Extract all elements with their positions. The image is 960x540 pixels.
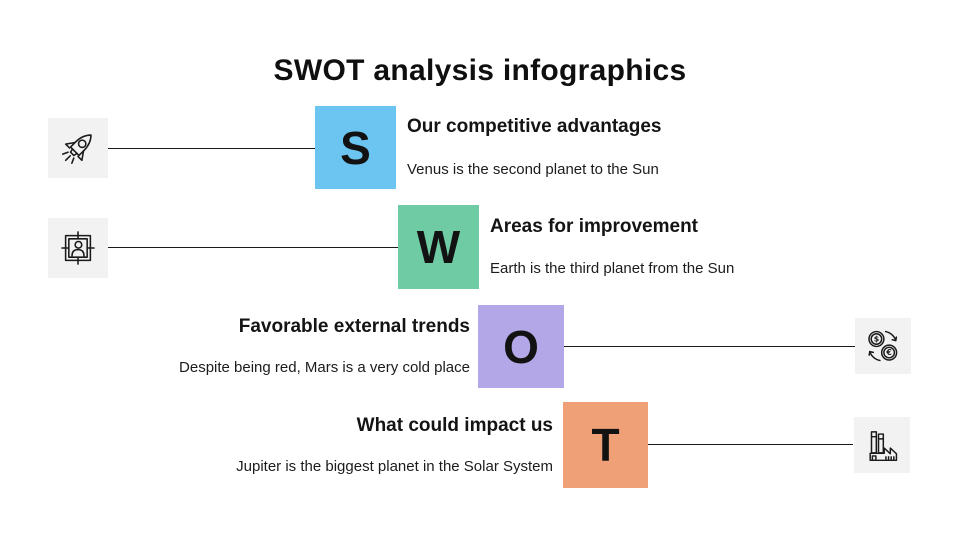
letter-w: W — [416, 221, 461, 273]
letter-box-o: O — [478, 305, 564, 388]
factory-icon — [861, 424, 903, 466]
page-title: SWOT analysis infographics — [273, 54, 687, 87]
connector-line — [108, 148, 315, 149]
strengths-heading: Our competitive advantages — [407, 116, 662, 137]
icon-tile-opportunities: $ € — [855, 318, 911, 374]
icon-tile-weaknesses — [48, 218, 108, 278]
icon-tile-threats — [854, 417, 910, 473]
letter-box-s: S — [315, 106, 396, 189]
letter-t: T — [591, 419, 620, 471]
currency-exchange-icon: $ € — [862, 325, 904, 367]
letter-o: O — [503, 320, 539, 373]
opportunities-description: Despite being red, Mars is a very cold p… — [179, 359, 470, 376]
threats-description: Jupiter is the biggest planet in the Sol… — [236, 458, 553, 475]
strengths-description: Venus is the second planet to the Sun — [407, 161, 659, 178]
threats-heading: What could impact us — [356, 415, 553, 436]
person-target-icon — [56, 226, 100, 270]
svg-text:$: $ — [874, 335, 879, 344]
connector-line — [648, 444, 853, 445]
connector-line — [108, 247, 398, 248]
letter-s: S — [340, 121, 371, 174]
weaknesses-heading: Areas for improvement — [490, 216, 699, 237]
rocket-icon — [56, 126, 100, 170]
letter-box-w: W — [398, 205, 479, 289]
opportunities-heading: Favorable external trends — [238, 316, 470, 337]
letter-box-t: T — [563, 402, 648, 488]
weaknesses-description: Earth is the third planet from the Sun — [490, 260, 735, 277]
connector-line — [564, 346, 855, 347]
svg-text:€: € — [885, 348, 891, 357]
icon-tile-strengths — [48, 118, 108, 178]
